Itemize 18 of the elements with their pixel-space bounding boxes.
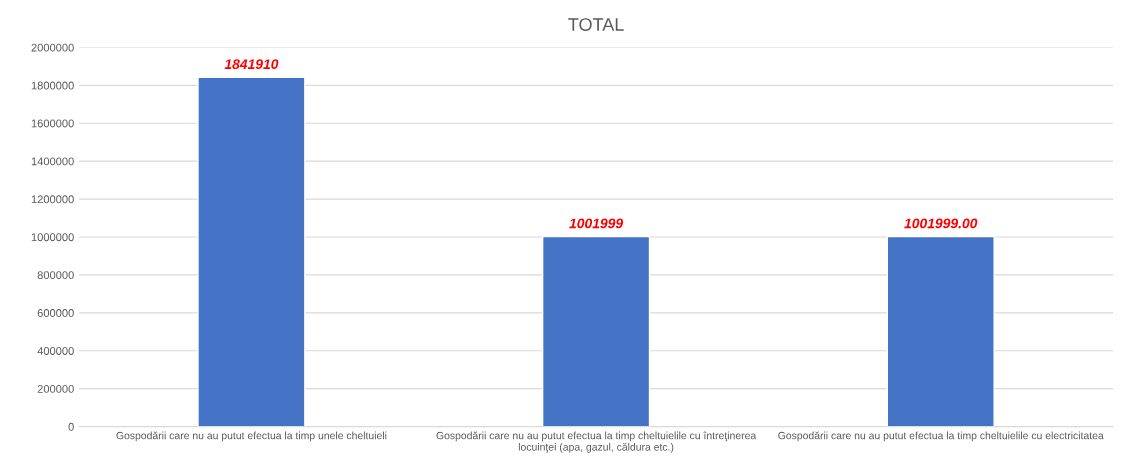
y-tick-label: 1600000 [31, 119, 74, 128]
data-label: 1001999.00 [904, 218, 978, 229]
x-tick-label: Gospodării care nu au putut efectua la timp cheltuielile cu întreţinerea locuinţei (apa, gazul, căldura etc.) [436, 431, 757, 453]
y-tick-label: 0 [68, 422, 74, 431]
y-tick-label: 1000000 [31, 233, 74, 242]
x-tick-label: Gospodării care nu au putut efectua la timp cheltuielile cu electricitatea [778, 431, 1104, 442]
y-tick-label: 800000 [37, 271, 74, 280]
chart-title: TOTAL [568, 18, 624, 31]
y-tick-label: 400000 [37, 347, 74, 355]
data-label: 1841910 [224, 59, 279, 70]
y-tick-label: 1400000 [31, 157, 74, 166]
y-tick-label: 1800000 [31, 81, 74, 90]
x-tick-label: Gospodării care nu au putut efectua la timp unele cheltuieli [116, 431, 387, 442]
data-label: 1001999 [569, 218, 624, 229]
y-tick-label: 200000 [37, 384, 74, 393]
y-tick-label: 600000 [37, 309, 74, 317]
y-tick-label: 1200000 [31, 195, 74, 204]
y-tick-label: 2000000 [31, 43, 74, 52]
